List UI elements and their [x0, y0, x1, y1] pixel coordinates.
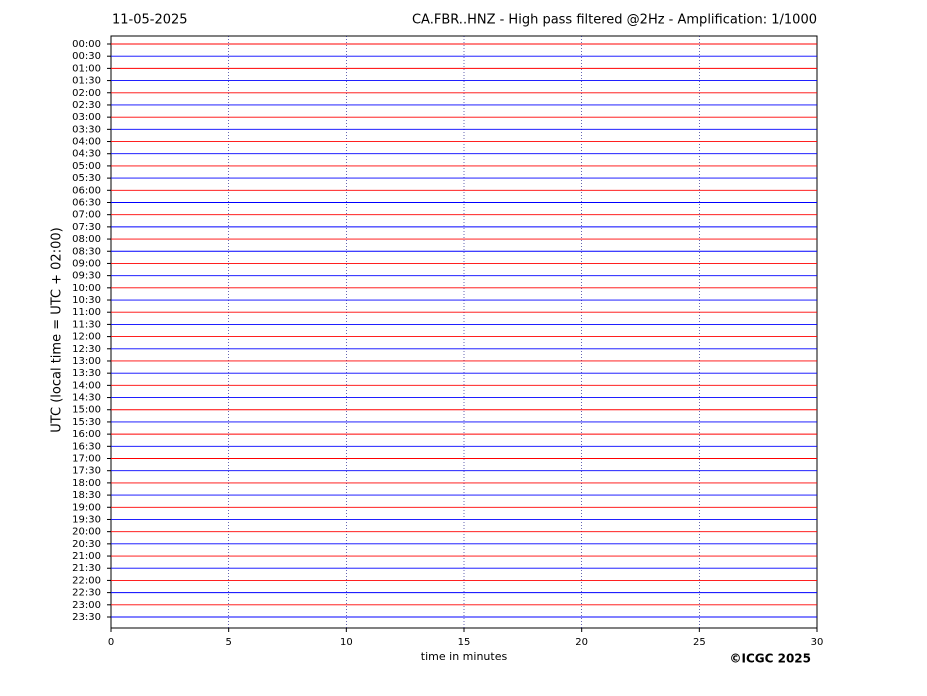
- y-tick-label: 11:30: [72, 319, 101, 330]
- y-tick-label: 12:30: [72, 344, 101, 355]
- y-tick-label: 05:30: [72, 173, 101, 184]
- y-tick-label: 15:00: [72, 405, 101, 416]
- y-tick-label: 18:00: [72, 478, 101, 489]
- x-axis-label: time in minutes: [421, 650, 508, 663]
- y-tick-label: 14:00: [72, 380, 101, 391]
- y-tick-label: 09:00: [72, 258, 101, 269]
- y-tick-label: 21:00: [72, 551, 101, 562]
- y-tick-label: 04:30: [72, 149, 101, 160]
- y-tick-label: 04:00: [72, 137, 101, 148]
- y-tick-label: 00:30: [72, 51, 101, 62]
- y-tick-label: 16:30: [72, 441, 101, 452]
- y-tick-label: 02:00: [72, 88, 101, 99]
- x-tick-label: 0: [108, 637, 114, 648]
- y-tick-label: 23:30: [72, 612, 101, 623]
- y-tick-label: 23:00: [72, 600, 101, 611]
- x-tick-label: 30: [811, 637, 824, 648]
- y-tick-label: 10:00: [72, 283, 101, 294]
- y-tick-label: 20:00: [72, 527, 101, 538]
- y-tick-label: 19:00: [72, 502, 101, 513]
- y-tick-label: 10:30: [72, 295, 101, 306]
- y-tick-label: 22:00: [72, 575, 101, 586]
- y-tick-label: 18:30: [72, 490, 101, 501]
- y-tick-label: 08:30: [72, 246, 101, 257]
- y-tick-label: 00:00: [72, 39, 101, 50]
- y-tick-label: 07:00: [72, 210, 101, 221]
- y-tick-label: 03:30: [72, 124, 101, 135]
- x-tick-label: 20: [575, 637, 588, 648]
- copyright: ©ICGC 2025: [729, 652, 811, 666]
- y-axis-label: UTC (local time = UTC + 02:00): [50, 227, 65, 432]
- y-tick-label: 06:30: [72, 197, 101, 208]
- y-tick-label: 09:30: [72, 271, 101, 282]
- y-tick-label: 07:30: [72, 222, 101, 233]
- y-tick-label: 20:30: [72, 539, 101, 550]
- x-tick-label: 15: [458, 637, 471, 648]
- y-tick-label: 19:30: [72, 514, 101, 525]
- y-tick-label: 21:30: [72, 563, 101, 574]
- date: 11-05-2025: [112, 13, 188, 28]
- x-tick-label: 25: [693, 637, 706, 648]
- y-tick-label: 17:00: [72, 454, 101, 465]
- y-tick-label: 06:00: [72, 185, 101, 196]
- y-tick-label: 22:30: [72, 588, 101, 599]
- y-tick-label: 01:30: [72, 76, 101, 87]
- y-tick-label: 08:00: [72, 234, 101, 245]
- y-tick-label: 16:00: [72, 429, 101, 440]
- y-tick-label: 03:00: [72, 112, 101, 123]
- y-tick-label: 17:30: [72, 466, 101, 477]
- y-tick-label: 01:00: [72, 63, 101, 74]
- x-tick-label: 10: [340, 637, 353, 648]
- y-tick-label: 13:30: [72, 368, 101, 379]
- y-tick-label: 13:00: [72, 356, 101, 367]
- x-tick-label: 5: [225, 637, 231, 648]
- y-tick-label: 15:30: [72, 417, 101, 428]
- y-tick-label: 11:00: [72, 307, 101, 318]
- y-tick-label: 12:00: [72, 332, 101, 343]
- y-tick-label: 14:30: [72, 393, 101, 404]
- y-tick-label: 05:00: [72, 161, 101, 172]
- chart-title: CA.FBR..HNZ - High pass filtered @2Hz - …: [412, 13, 817, 28]
- y-tick-label: 02:30: [72, 100, 101, 111]
